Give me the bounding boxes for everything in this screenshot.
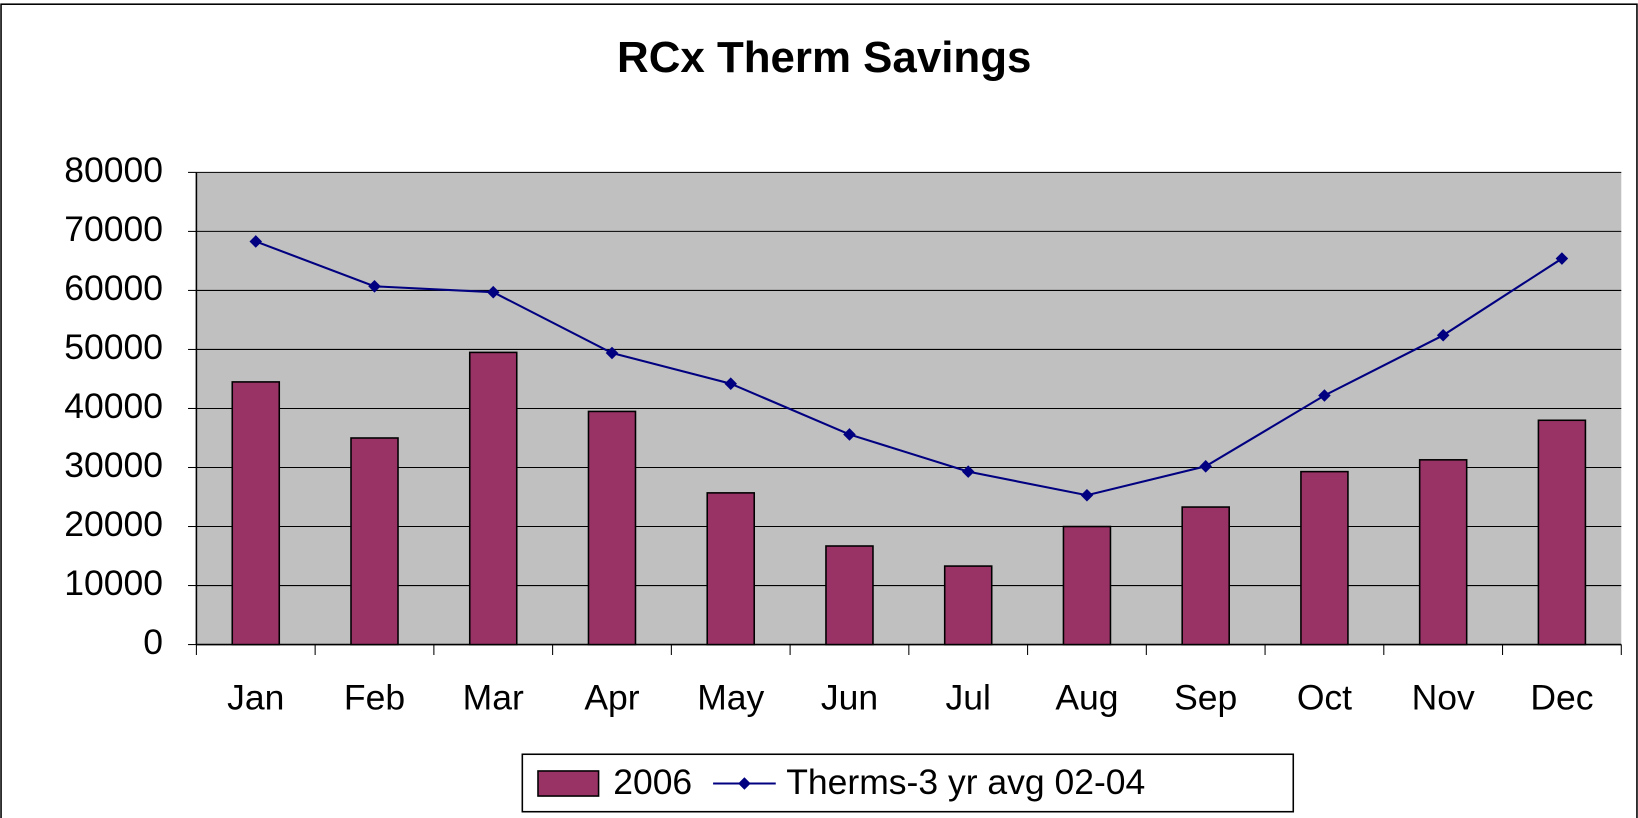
x-tick-label: Feb <box>344 677 405 717</box>
x-tick-label: Oct <box>1297 677 1352 717</box>
x-tick-label: Jan <box>227 677 284 717</box>
y-tick-label: 10000 <box>64 563 163 603</box>
bar <box>468 351 518 646</box>
bar <box>706 492 756 646</box>
marker <box>249 235 263 248</box>
bar <box>350 437 399 646</box>
y-tick-label: 80000 <box>64 150 163 190</box>
legend-box <box>521 753 1295 813</box>
x-tick-label: Mar <box>463 677 524 717</box>
y-tick-label: 30000 <box>64 445 163 485</box>
y-tick-label: 40000 <box>64 386 163 426</box>
y-tick-label: 70000 <box>64 209 163 249</box>
marker <box>724 377 737 390</box>
x-tick-label: Apr <box>584 677 639 717</box>
x-tick-label: Sep <box>1174 677 1237 717</box>
bar <box>231 381 281 646</box>
bar <box>1418 459 1468 646</box>
x-tick-label: Jul <box>946 677 991 717</box>
y-tick-label: 60000 <box>64 268 163 308</box>
x-tick-label: Jun <box>821 677 878 717</box>
line <box>255 240 1563 497</box>
marker <box>961 465 975 478</box>
bar <box>1062 525 1112 646</box>
bar <box>1181 506 1230 646</box>
y-tick-label: 0 <box>143 622 163 662</box>
legend-swatch <box>537 770 600 797</box>
bar <box>1537 419 1587 646</box>
marker <box>605 346 619 360</box>
y-tick-label: 50000 <box>64 327 163 367</box>
x-tick-label: Aug <box>1055 677 1118 717</box>
bar <box>587 410 637 646</box>
y-tick-label: 20000 <box>64 504 163 544</box>
legend-label: 2006 <box>613 762 692 802</box>
x-tick-label: Nov <box>1412 677 1475 717</box>
marker <box>1555 252 1569 265</box>
legend-label: Therms-3 yr avg 02-04 <box>786 762 1145 802</box>
x-tick-label: Dec <box>1530 677 1593 717</box>
x-tick-label: May <box>697 677 764 717</box>
bar <box>825 545 874 646</box>
chart-title: RCx Therm Savings <box>617 33 1031 82</box>
bar <box>943 565 993 646</box>
bar <box>1300 470 1349 646</box>
